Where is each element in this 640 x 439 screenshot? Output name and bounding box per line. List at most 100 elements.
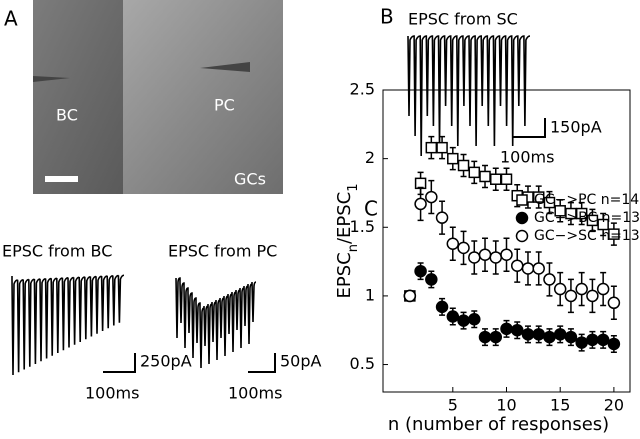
marker xyxy=(468,312,481,326)
marker xyxy=(425,273,438,286)
marker xyxy=(596,282,610,296)
y-tick-label: 1 xyxy=(365,285,375,304)
marker xyxy=(564,289,578,303)
marker xyxy=(457,241,470,255)
marker xyxy=(543,273,556,286)
marker xyxy=(500,322,513,336)
marker xyxy=(543,330,556,344)
marker xyxy=(446,237,460,250)
scale-bar xyxy=(45,176,78,182)
epsc-trace xyxy=(11,274,125,376)
trace-title: EPSC from SC xyxy=(408,10,518,29)
legend-marker xyxy=(515,229,529,243)
panel-label: B xyxy=(380,5,394,29)
marker xyxy=(532,262,545,275)
scale-current: 150pA xyxy=(550,118,602,137)
marker xyxy=(479,170,491,183)
marker xyxy=(500,248,513,261)
scale-bar xyxy=(103,353,136,373)
marker xyxy=(510,259,524,272)
y-axis-label: EPSCn/EPSC1 xyxy=(334,183,361,298)
marker xyxy=(457,314,470,327)
micrograph-left xyxy=(33,0,123,194)
marker xyxy=(564,330,578,344)
marker xyxy=(436,141,448,154)
marker xyxy=(403,289,417,303)
marker xyxy=(414,197,427,211)
pipette xyxy=(200,62,250,72)
y-tick-label: 2.5 xyxy=(350,80,375,99)
marker xyxy=(586,289,599,303)
marker xyxy=(468,166,481,179)
marker xyxy=(575,336,588,349)
marker xyxy=(447,152,459,165)
trace-title: EPSC from BC xyxy=(2,242,112,261)
panel-label: C xyxy=(364,197,378,221)
panel-label: A xyxy=(4,7,18,31)
legend-label: GC−>PC n=14 xyxy=(534,192,639,208)
marker xyxy=(489,251,503,264)
image-label: BC xyxy=(56,106,78,125)
marker xyxy=(500,173,513,185)
scale-time: 100ms xyxy=(85,384,139,403)
marker xyxy=(478,330,492,344)
subscript: 1 xyxy=(346,183,361,191)
marker xyxy=(468,251,481,264)
marker xyxy=(489,330,503,344)
marker xyxy=(575,282,588,296)
scale-bar xyxy=(248,353,276,373)
legend-label: GC−>SC n=13 xyxy=(534,228,640,244)
chart: 5 10 15 20 0.5 1 1.5 2 2.5 n (number of responses… xyxy=(334,80,640,436)
marker xyxy=(435,300,449,314)
scale-time: 100ms xyxy=(500,148,554,167)
epsc-trace xyxy=(407,35,531,157)
epsc-trace xyxy=(175,277,257,369)
marker xyxy=(553,328,567,341)
legend-marker xyxy=(515,211,529,225)
traces xyxy=(11,35,531,376)
marker xyxy=(608,228,620,240)
x-tick-label: 20 xyxy=(604,396,624,415)
x-axis-label: n (number of responses) xyxy=(388,414,609,435)
image-label: PC xyxy=(214,96,235,115)
marker xyxy=(457,159,470,172)
marker xyxy=(435,211,449,224)
marker xyxy=(521,328,535,341)
micrograph-right xyxy=(123,0,283,194)
marker xyxy=(597,218,609,231)
x-tick-label: 15 xyxy=(550,396,570,415)
marker xyxy=(586,333,599,347)
scale-current: 50pA xyxy=(280,352,322,371)
scale-bar xyxy=(513,118,546,138)
scale-time: 100ms xyxy=(228,384,282,403)
y-label-part: EPSC xyxy=(334,252,355,298)
marker xyxy=(478,248,492,261)
marker xyxy=(414,264,427,278)
pipette xyxy=(33,76,70,82)
marker xyxy=(607,337,621,351)
legend-marker xyxy=(516,194,528,206)
marker xyxy=(425,141,438,154)
marker xyxy=(532,328,545,341)
marker xyxy=(425,190,438,204)
y-tick-label: 1.5 xyxy=(350,217,375,236)
marker xyxy=(553,282,567,296)
marker xyxy=(543,196,556,209)
marker xyxy=(596,333,610,347)
y-tick-label: 0.5 xyxy=(350,354,375,373)
subscript: n xyxy=(346,244,361,252)
marker xyxy=(490,173,502,185)
trace-title: EPSC from PC xyxy=(168,242,277,261)
marker xyxy=(446,310,460,323)
y-tick-label: 2 xyxy=(365,148,375,167)
scale-current: 250pA xyxy=(140,352,192,371)
x-tick-label: 10 xyxy=(496,396,516,415)
marker xyxy=(521,262,535,275)
legend-label: GC−>BC n=13 xyxy=(534,210,640,226)
marker xyxy=(607,296,621,310)
y-label-part: /EPSC xyxy=(334,192,355,244)
image-label: GCs xyxy=(234,170,266,189)
x-tick-label: 5 xyxy=(448,396,458,415)
marker xyxy=(510,323,524,337)
